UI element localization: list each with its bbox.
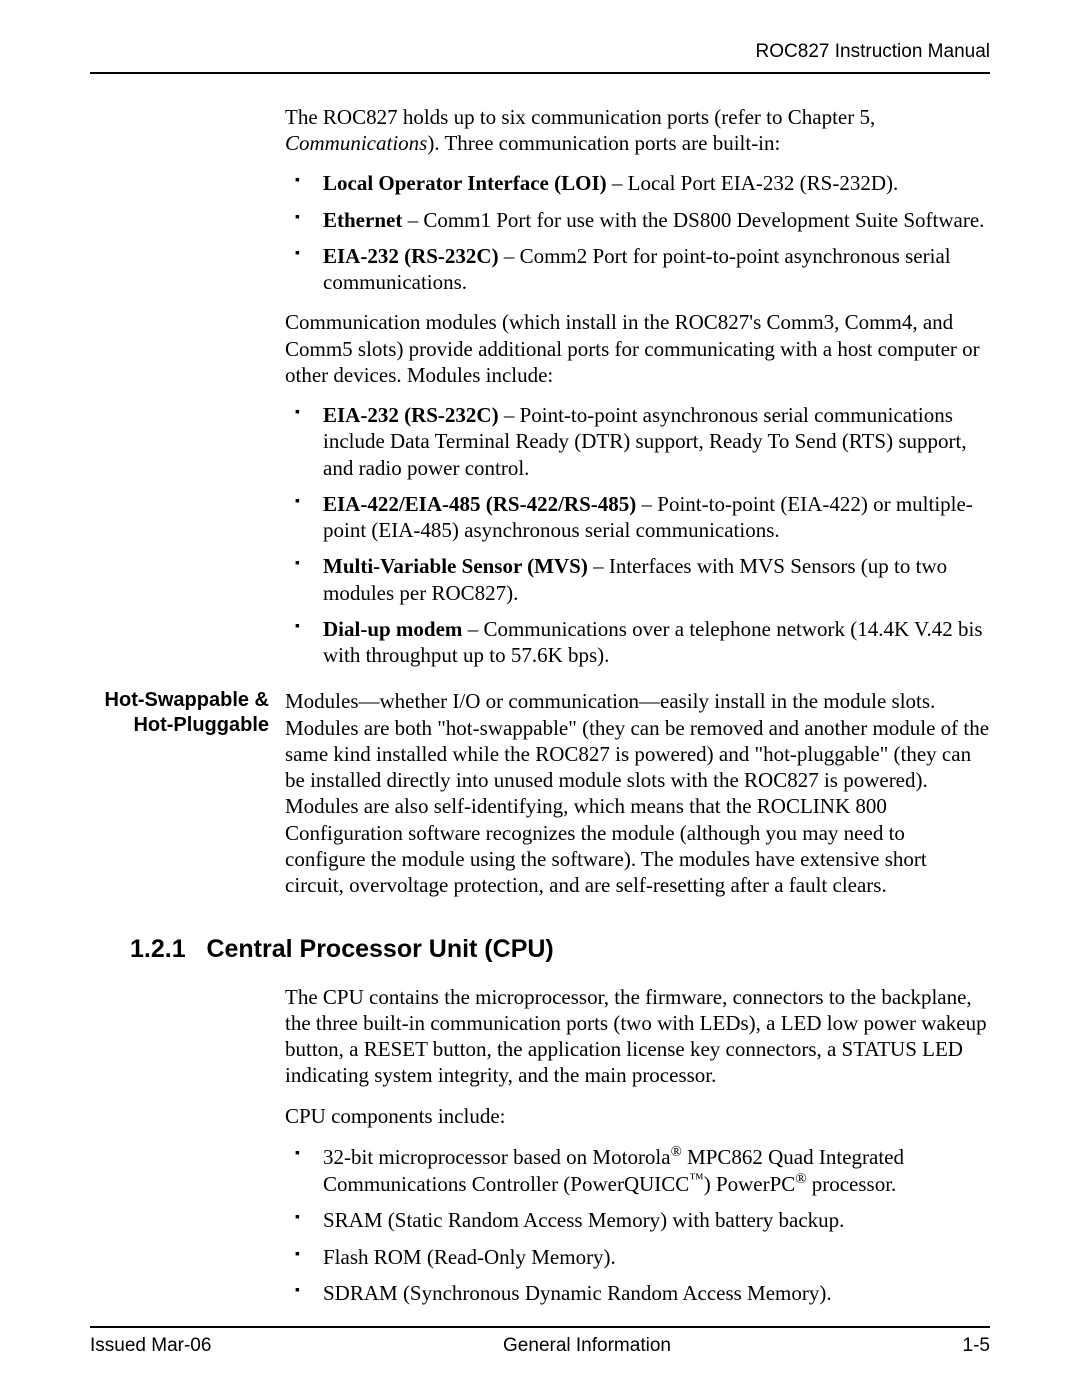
intro-text-b: Communications <box>285 131 427 155</box>
list-item: Multi-Variable Sensor (MVS) – Interfaces… <box>309 553 990 606</box>
intro-text-c: ). Three communication ports are built-i… <box>427 131 780 155</box>
list-item: EIA-232 (RS-232C) – Point-to-point async… <box>309 402 990 481</box>
margin-label-hot: Hot-Swappable & Hot-Pluggable <box>90 688 285 738</box>
cpu-paragraph-2: CPU components include: <box>285 1103 990 1129</box>
page-header: ROC827 Instruction Manual <box>90 40 990 72</box>
hot-swappable-paragraph: Modules—whether I/O or communication—eas… <box>285 688 990 898</box>
list-item: Ethernet – Comm1 Port for use with the D… <box>309 207 990 233</box>
list-item: Flash ROM (Read-Only Memory). <box>309 1244 990 1270</box>
cpu-paragraph-1: The CPU contains the microprocessor, the… <box>285 984 990 1089</box>
list-item: SRAM (Static Random Access Memory) with … <box>309 1207 990 1233</box>
builtin-ports-list: Local Operator Interface (LOI) – Local P… <box>285 170 990 295</box>
comm-modules-paragraph: Communication modules (which install in … <box>285 309 990 388</box>
intro-text-a: The ROC827 holds up to six communication… <box>285 105 875 129</box>
list-item: EIA-232 (RS-232C) – Comm2 Port for point… <box>309 243 990 296</box>
intro-paragraph: The ROC827 holds up to six communication… <box>285 104 990 157</box>
comm-modules-list: EIA-232 (RS-232C) – Point-to-point async… <box>285 402 990 668</box>
footer-center: General Information <box>503 1334 671 1358</box>
list-item: Local Operator Interface (LOI) – Local P… <box>309 170 990 196</box>
list-item: Dial-up modem – Communications over a te… <box>309 616 990 669</box>
list-item: EIA-422/EIA-485 (RS-422/RS-485) – Point-… <box>309 491 990 544</box>
footer-left: Issued Mar-06 <box>90 1334 211 1358</box>
list-item: 32-bit microprocessor based on Motorola®… <box>309 1143 990 1198</box>
page-footer: Issued Mar-06 General Information 1-5 <box>90 1328 990 1358</box>
section-heading: 1.2.1 Central Processor Unit (CPU) <box>130 934 990 965</box>
content-area: The ROC827 holds up to six communication… <box>90 74 990 1326</box>
cpu-components-list: 32-bit microprocessor based on Motorola®… <box>285 1143 990 1306</box>
footer-right: 1-5 <box>963 1334 990 1358</box>
list-item: SDRAM (Synchronous Dynamic Random Access… <box>309 1280 990 1306</box>
